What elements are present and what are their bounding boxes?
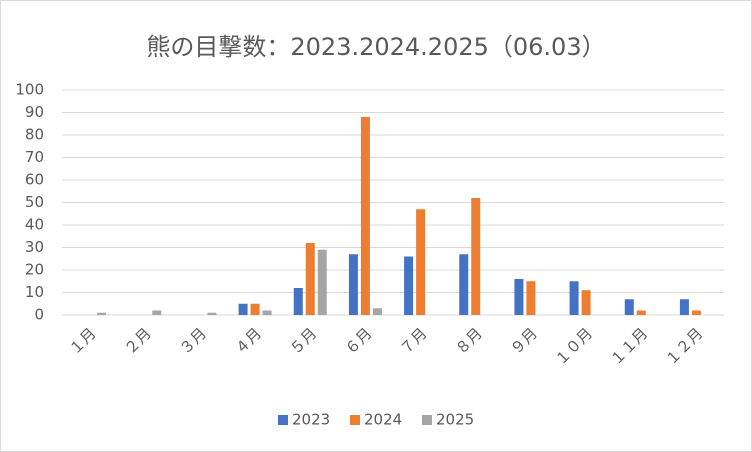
bar [348, 254, 358, 315]
y-tick-label: 50 [25, 193, 44, 211]
bar [679, 299, 689, 315]
bar [459, 254, 469, 315]
legend-label: 2024 [364, 411, 402, 429]
bar [293, 288, 303, 315]
y-tick-label: 70 [25, 148, 44, 166]
bar [317, 249, 327, 315]
y-tick-label: 30 [25, 238, 44, 256]
bar [416, 209, 426, 315]
bar [305, 243, 315, 315]
legend-swatch [278, 415, 288, 425]
y-tick-label: 90 [25, 103, 44, 121]
bar [372, 308, 382, 315]
y-tick-label: 100 [15, 81, 44, 99]
legend-swatch [350, 415, 360, 425]
chart-title: 熊の目撃数：2023.2024.2025（06.03） [146, 33, 605, 61]
y-tick-label: 80 [25, 126, 44, 144]
legend-label: 2023 [292, 411, 330, 429]
bar [250, 303, 260, 315]
bar [404, 256, 414, 315]
y-tick-label: 0 [34, 306, 44, 324]
bar [624, 299, 634, 315]
bar [691, 310, 701, 315]
bar [207, 312, 217, 315]
bar [262, 310, 272, 315]
bar [514, 279, 524, 315]
bar [97, 312, 107, 315]
bar [360, 117, 370, 315]
y-tick-label: 20 [25, 261, 44, 279]
bar [636, 310, 646, 315]
bar [581, 290, 591, 315]
y-tick-label: 40 [25, 216, 44, 234]
y-tick-label: 10 [25, 283, 44, 301]
bar [471, 198, 481, 315]
legend-swatch [422, 415, 432, 425]
legend-label: 2025 [436, 411, 474, 429]
bar [526, 281, 536, 315]
y-tick-label: 60 [25, 171, 44, 189]
bar [569, 281, 579, 315]
bar [152, 310, 162, 315]
bar [238, 303, 248, 315]
